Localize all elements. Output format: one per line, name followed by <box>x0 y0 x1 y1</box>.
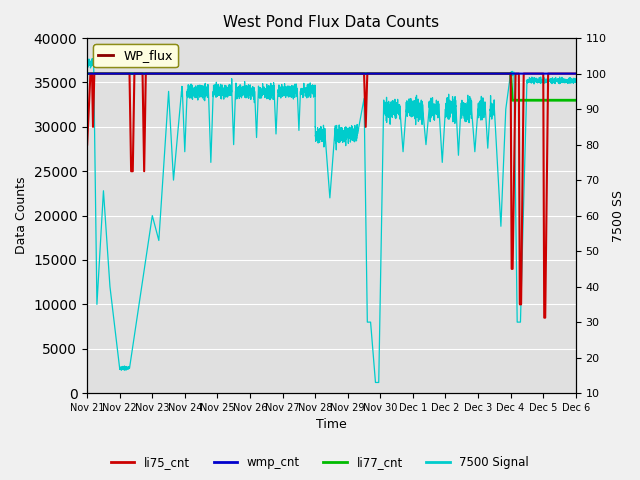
Y-axis label: Data Counts: Data Counts <box>15 177 28 254</box>
Y-axis label: 7500 SS: 7500 SS <box>612 190 625 241</box>
Legend: WP_flux: WP_flux <box>93 44 178 67</box>
Title: West Pond Flux Data Counts: West Pond Flux Data Counts <box>223 15 440 30</box>
X-axis label: Time: Time <box>316 419 347 432</box>
Legend: li75_cnt, wmp_cnt, li77_cnt, 7500 Signal: li75_cnt, wmp_cnt, li77_cnt, 7500 Signal <box>106 452 534 474</box>
